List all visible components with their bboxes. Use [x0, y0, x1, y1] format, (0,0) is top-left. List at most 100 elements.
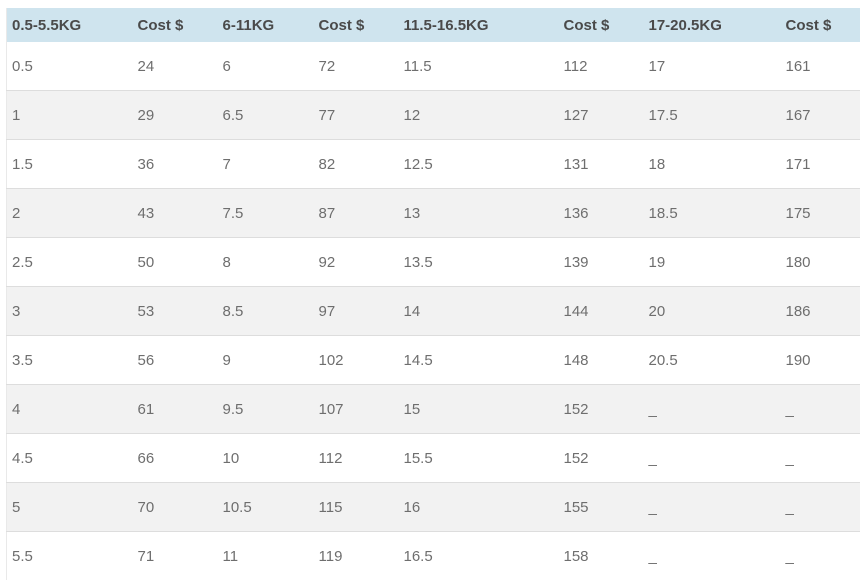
table-cell: 148 [563, 351, 589, 369]
table-row: 4.5 66 10 112 15.5 152 _ _ [6, 433, 860, 483]
table-cell: 50 [137, 253, 155, 271]
table-cell: 43 [137, 204, 155, 222]
table-cell: _ [648, 400, 657, 418]
table-cell: 24 [137, 57, 155, 75]
table-cell: 72 [318, 57, 336, 75]
table-cell: 102 [318, 351, 344, 369]
table-cell: 8 [222, 253, 231, 271]
table-cell: 2 [12, 204, 21, 222]
table-row: 1 29 6.5 77 12 127 17.5 167 [6, 90, 860, 140]
table-cell: 152 [563, 400, 589, 418]
table-cell: 171 [785, 155, 811, 173]
table-cell: 190 [785, 351, 811, 369]
table-cell: 36 [137, 155, 155, 173]
table-cell: 11.5 [403, 57, 432, 75]
table-cell: 56 [137, 351, 155, 369]
table-cell: 18 [648, 155, 666, 173]
table-cell: 155 [563, 498, 589, 516]
table-cell: 71 [137, 547, 155, 565]
table-cell: 20.5 [648, 351, 678, 369]
table-cell: 7 [222, 155, 231, 173]
table-cell: 1 [12, 106, 21, 124]
table-cell: 144 [563, 302, 589, 320]
table-cell: 5 [12, 498, 21, 516]
table-cell: 10.5 [222, 498, 252, 516]
table-cell: 92 [318, 253, 336, 271]
table-cell: 112 [563, 57, 588, 75]
column-header-7: 17-20.5KG [638, 8, 776, 42]
table-cell: 9 [222, 351, 231, 369]
column-header-8: Cost $ [775, 8, 860, 42]
table-cell: 97 [318, 302, 336, 320]
table-cell: 3.5 [12, 351, 33, 369]
table-cell: 4 [12, 400, 21, 418]
table-cell: 139 [563, 253, 589, 271]
table-row: 4 61 9.5 107 15 152 _ _ [6, 384, 860, 434]
table-cell: 11 [222, 547, 239, 565]
table-cell: 4.5 [12, 449, 33, 467]
shipping-cost-table: 0.5-5.5KG Cost $6-11KG Cost $11.5-16.5KG Co… [6, 8, 860, 580]
table-cell: _ [785, 449, 794, 467]
table-row: 3 53 8.5 97 14 144 20 186 [6, 286, 860, 336]
table-row: 5 70 10.5 115 16 155 _ _ [6, 482, 860, 532]
table-cell: _ [785, 400, 794, 418]
table-cell: 167 [785, 106, 811, 124]
column-header-2: Cost $ [127, 8, 213, 42]
table-cell: 186 [785, 302, 811, 320]
table-cell: _ [648, 449, 657, 467]
column-header-5: 11.5-16.5KG [393, 8, 554, 42]
table-cell: 127 [563, 106, 589, 124]
table-cell: 9.5 [222, 400, 244, 418]
table-row: 3.5 56 9 102 14.5 148 20.5 190 [6, 335, 860, 385]
table-cell: 3 [12, 302, 21, 320]
table-cell: 161 [785, 57, 811, 75]
table-cell: 17.5 [648, 106, 678, 124]
table-cell: 131 [563, 155, 589, 173]
table-cell: 16.5 [403, 547, 433, 565]
table-row: 2 43 7.5 87 13 136 18.5 175 [6, 188, 860, 238]
table-cell: 7.5 [222, 204, 244, 222]
table-cell: _ [785, 498, 794, 516]
table-cell: 136 [563, 204, 589, 222]
table-cell: _ [648, 547, 657, 565]
column-header-3: 6-11KG [212, 8, 309, 42]
table-row: 2.5 50 8 92 13.5 139 19 180 [6, 237, 860, 287]
table-cell: 66 [137, 449, 155, 467]
table-cell: 6.5 [222, 106, 244, 124]
column-header-4: Cost $ [308, 8, 394, 42]
table-cell: 18.5 [648, 204, 678, 222]
table-cell: 107 [318, 400, 344, 418]
table-cell: 82 [318, 155, 336, 173]
table-cell: 14.5 [403, 351, 433, 369]
table-cell: 112 [318, 449, 343, 467]
column-header-1: 0.5-5.5KG [6, 8, 128, 42]
table-row: 5.5 71 11 119 16.5 158 _ _ [6, 531, 860, 580]
table-cell: 77 [318, 106, 336, 124]
table-cell: 70 [137, 498, 155, 516]
table-cell: _ [648, 498, 657, 516]
table-cell: 12 [403, 106, 421, 124]
table-cell: 12.5 [403, 155, 433, 173]
table-cell: 16 [403, 498, 421, 516]
table-cell: 87 [318, 204, 336, 222]
table-cell: 180 [785, 253, 811, 271]
table-cell: 152 [563, 449, 589, 467]
table-cell: 2.5 [12, 253, 33, 271]
table-cell: 10 [222, 449, 240, 467]
table-cell: 1.5 [12, 155, 33, 173]
table-cell: 119 [318, 547, 343, 565]
table-cell: 14 [403, 302, 421, 320]
table-cell: 8.5 [222, 302, 244, 320]
table-body: 0.5 24 6 72 11.5 112 17 161 1 29 6.5 77 12 127 17.5 167… [6, 42, 860, 580]
header-row: 0.5-5.5KG Cost $6-11KG Cost $11.5-16.5KG Co… [6, 8, 860, 42]
table-cell: 115 [318, 498, 343, 516]
table-cell: _ [785, 547, 794, 565]
table-row: 0.5 24 6 72 11.5 112 17 161 [6, 42, 860, 91]
table-cell: 19 [648, 253, 666, 271]
table-cell: 13 [403, 204, 421, 222]
table-cell: 6 [222, 57, 231, 75]
column-header-6: Cost $ [553, 8, 639, 42]
table-cell: 13.5 [403, 253, 433, 271]
table-cell: 175 [785, 204, 811, 222]
